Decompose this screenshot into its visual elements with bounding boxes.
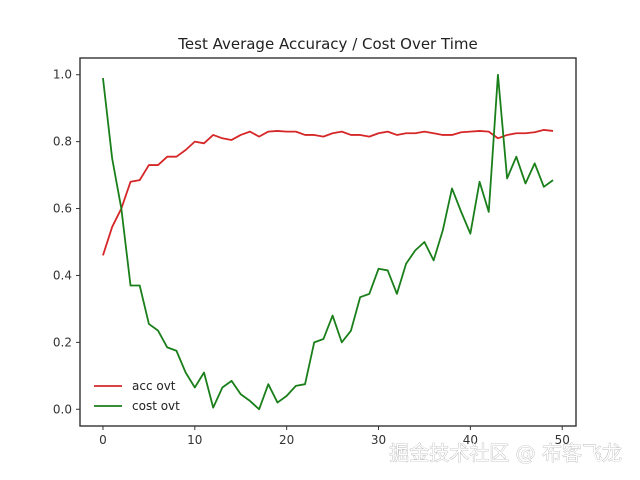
x-tick-label: 10 <box>187 433 202 447</box>
x-tick-label: 30 <box>371 433 386 447</box>
plot-frame <box>79 57 577 427</box>
y-tick-label: 1.0 <box>53 68 72 82</box>
plot-area <box>102 73 554 411</box>
y-tick-label: 0.2 <box>53 335 72 349</box>
x-tick-label: 0 <box>99 433 107 447</box>
series-line-cost-ovt <box>102 73 554 411</box>
legend: acc ovt cost ovt <box>94 379 180 413</box>
x-tick-label: 20 <box>279 433 294 447</box>
series-line-acc-ovt <box>102 129 554 256</box>
chart-title: Test Average Accuracy / Cost Over Time <box>177 35 477 53</box>
watermark-text: 掘金技术社区 @ 布客飞龙 <box>389 441 622 465</box>
y-tick-label: 0.6 <box>53 202 72 216</box>
y-tick-label: 0.4 <box>53 268 72 282</box>
x-tick-label: 40 <box>463 433 478 447</box>
legend-label: cost ovt <box>132 399 180 413</box>
x-tick-label: 50 <box>555 433 570 447</box>
legend-label: acc ovt <box>132 379 176 393</box>
y-tick-label: 0.0 <box>53 402 72 416</box>
y-tick-label: 0.8 <box>53 135 72 149</box>
